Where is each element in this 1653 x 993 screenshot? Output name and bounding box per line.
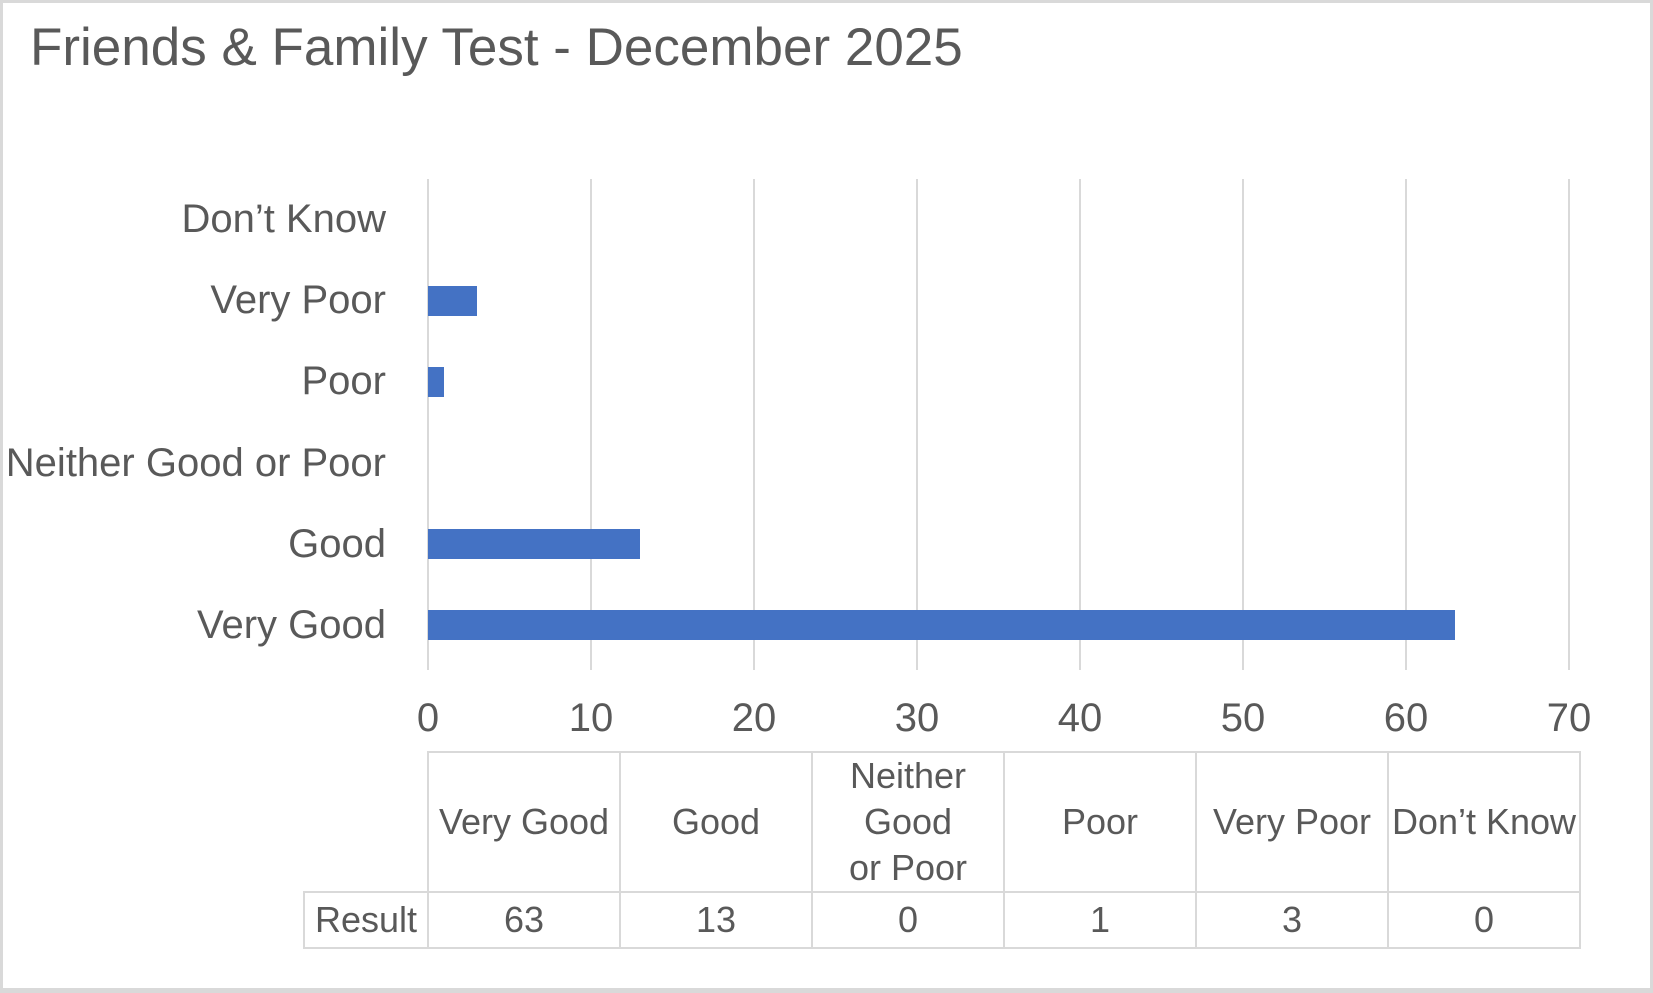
value-axis-labels: 0 10 20 30 40 50 60 70 xyxy=(417,691,1591,746)
data-table-value-cell: 0 xyxy=(811,891,1005,950)
data-table-column-header: Don’t Know xyxy=(1387,750,1581,894)
value-axis-tick-label: 30 xyxy=(894,696,940,740)
gridline xyxy=(427,179,429,670)
category-axis-label: Very Good xyxy=(196,602,386,647)
bar xyxy=(428,529,640,560)
data-table-value-cell: 1 xyxy=(1003,891,1197,950)
gridline xyxy=(1568,179,1570,670)
category-axis-label: Very Poor xyxy=(210,278,386,323)
data-table-column-header: Very Good xyxy=(427,750,621,894)
data-table-column-header: Neither Good or Poor xyxy=(811,750,1005,894)
value-axis-tick-label: 70 xyxy=(1546,696,1592,740)
plot-area xyxy=(428,179,1569,666)
value-axis-tick-label: 20 xyxy=(731,696,777,740)
category-band xyxy=(428,260,1569,341)
gridline xyxy=(753,179,755,670)
value-axis-tick-label: 60 xyxy=(1383,696,1429,740)
category-axis-label: Neither Good or Poor xyxy=(5,440,386,485)
gridline xyxy=(1405,179,1407,670)
data-table: Very Good Good Neither Good or Poor Poor Ver… xyxy=(303,750,1581,950)
category-axis-label: Good xyxy=(288,521,386,566)
data-table-value-cell: 13 xyxy=(619,891,813,950)
gridlines xyxy=(427,179,1570,670)
category-band xyxy=(428,341,1569,422)
bar xyxy=(428,285,477,316)
bar xyxy=(428,366,445,397)
value-axis-tick-label: 40 xyxy=(1057,696,1103,740)
value-axis-tick-label: 0 xyxy=(416,696,440,740)
data-table-value-cell: 63 xyxy=(427,891,621,950)
category-band xyxy=(428,504,1569,585)
data-table-column-header: Good xyxy=(619,750,813,894)
gridline xyxy=(1079,179,1081,670)
value-axis-tick-label: 50 xyxy=(1220,696,1266,740)
data-table-value-cell: 0 xyxy=(1387,891,1581,950)
gridline xyxy=(590,179,592,670)
gridline xyxy=(1242,179,1244,670)
category-axis-label: Poor xyxy=(301,359,387,404)
gridline xyxy=(916,179,918,670)
data-table-column-header: Very Poor xyxy=(1195,750,1389,894)
data-table-corner-cell xyxy=(304,752,428,892)
category-band xyxy=(428,585,1569,666)
data-table-column-header: Poor xyxy=(1003,750,1197,894)
data-table-row-label: Result xyxy=(303,891,429,950)
data-table-header-row: Very Good Good Neither Good or Poor Poor Ver… xyxy=(304,750,1581,894)
value-axis-tick-label: 10 xyxy=(568,696,614,740)
data-table-result-row: Result 63 13 0 1 3 0 xyxy=(303,891,1581,950)
bar xyxy=(428,610,1455,641)
category-axis-labels: Don’t Know Very Poor Poor Neither Good or P… xyxy=(3,179,386,666)
data-table-wrap: Very Good Good Neither Good or Poor Poor Ver… xyxy=(303,750,1581,950)
chart-title: Friends & Family Test - December 2025 xyxy=(30,18,963,77)
category-band xyxy=(428,179,1569,260)
category-band xyxy=(428,423,1569,504)
data-table-value-cell: 3 xyxy=(1195,891,1389,950)
category-axis-label: Don’t Know xyxy=(181,197,386,242)
